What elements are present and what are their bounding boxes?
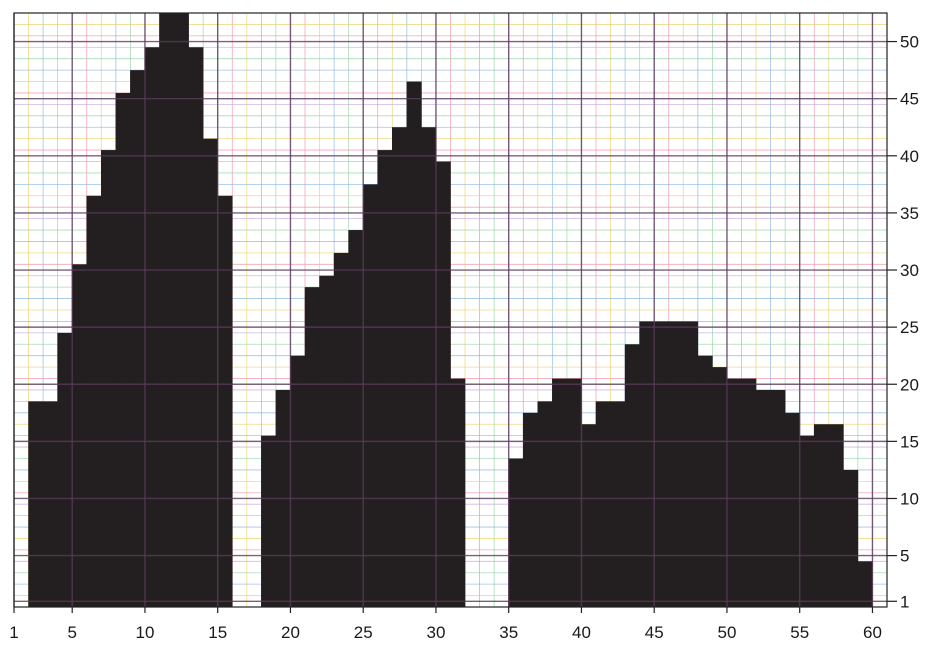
- y-tick-label: 30: [900, 261, 919, 280]
- shape-3-column: [813, 424, 830, 607]
- shape-1-column: [115, 92, 131, 607]
- x-tick-label: 45: [645, 623, 664, 642]
- shape-1-column: [173, 13, 189, 607]
- x-tick-label: 40: [572, 623, 591, 642]
- shape-3-column: [552, 378, 568, 607]
- shape-3-column: [712, 367, 728, 607]
- shape-3-column: [668, 321, 684, 607]
- y-tick-label: 20: [900, 375, 919, 394]
- y-tick-label: 25: [900, 318, 919, 337]
- shape-2-column: [377, 150, 393, 608]
- shape-2-column: [406, 81, 422, 608]
- x-tick-label: 1: [9, 623, 18, 642]
- shapes-layer: [28, 13, 873, 608]
- shape-3-column: [828, 424, 844, 607]
- shape-1-column: [217, 195, 233, 607]
- shape-2-column: [333, 252, 349, 607]
- shape-1: [28, 13, 233, 608]
- shape-1-column: [86, 195, 102, 607]
- shape-1-column: [101, 150, 117, 608]
- shape-3-column: [639, 321, 655, 607]
- y-tick-label: 5: [900, 547, 909, 566]
- y-tick-label: 45: [900, 90, 919, 109]
- major-grid: [13, 13, 887, 607]
- shape-3-column: [653, 321, 670, 607]
- shape-2-column: [304, 287, 320, 607]
- shape-3-column: [537, 401, 553, 607]
- shape-3-column: [610, 401, 626, 607]
- shape-2-column: [392, 127, 408, 607]
- y-tick-label: 1: [900, 592, 909, 611]
- shape-3-column: [843, 469, 859, 607]
- x-tick-label: 55: [790, 623, 809, 642]
- shape-1-column: [130, 70, 146, 608]
- shape-3-column: [566, 378, 582, 607]
- x-tick-label: 10: [135, 623, 154, 642]
- shape-3-column: [595, 401, 611, 607]
- y-tick-label: 35: [900, 204, 919, 223]
- shape-1-column: [28, 401, 44, 607]
- shape-3-column: [799, 435, 815, 607]
- shape-3-column: [624, 344, 640, 607]
- plot-frame: [13, 12, 888, 608]
- x-axis: 1 5 10 15 20 25 30 35 40 45 50 55 60: [9, 607, 882, 642]
- shape-2-column: [421, 127, 437, 607]
- shape-1-column: [202, 138, 218, 607]
- shape-3-column: [726, 378, 742, 607]
- shape-2-column: [362, 184, 379, 607]
- shape-3-column: [508, 458, 524, 607]
- shape-3-column: [683, 321, 699, 607]
- shape-3: [508, 321, 873, 607]
- shape-2-column: [450, 378, 466, 607]
- y-tick-label: 15: [900, 432, 919, 451]
- shape-2-column: [348, 230, 364, 608]
- x-tick-label: 15: [208, 623, 227, 642]
- shape-1-column: [42, 401, 58, 607]
- x-tick-label: 25: [354, 623, 373, 642]
- plot-border: [13, 12, 888, 608]
- shape-3-column: [581, 424, 597, 607]
- shape-1-column: [57, 332, 73, 607]
- x-tick-label: 5: [67, 623, 76, 642]
- shape-1-column: [71, 264, 88, 607]
- y-tick-label: 40: [900, 147, 919, 166]
- shape-3-column: [697, 355, 713, 607]
- x-tick-label: 50: [717, 623, 736, 642]
- shape-1-column: [159, 13, 175, 607]
- shape-2-column: [290, 355, 306, 607]
- shape-3-column: [741, 378, 757, 607]
- shape-3-column: [784, 412, 800, 607]
- y-tick-label: 10: [900, 489, 919, 508]
- x-tick-label: 60: [863, 623, 882, 642]
- x-tick-label: 20: [281, 623, 300, 642]
- y-tick-label: 50: [900, 33, 919, 52]
- shape-2-column: [261, 435, 277, 607]
- x-tick-label: 30: [426, 623, 445, 642]
- shape-3-column: [857, 561, 873, 607]
- x-tick-label: 35: [499, 623, 518, 642]
- shape-3-column: [522, 412, 539, 607]
